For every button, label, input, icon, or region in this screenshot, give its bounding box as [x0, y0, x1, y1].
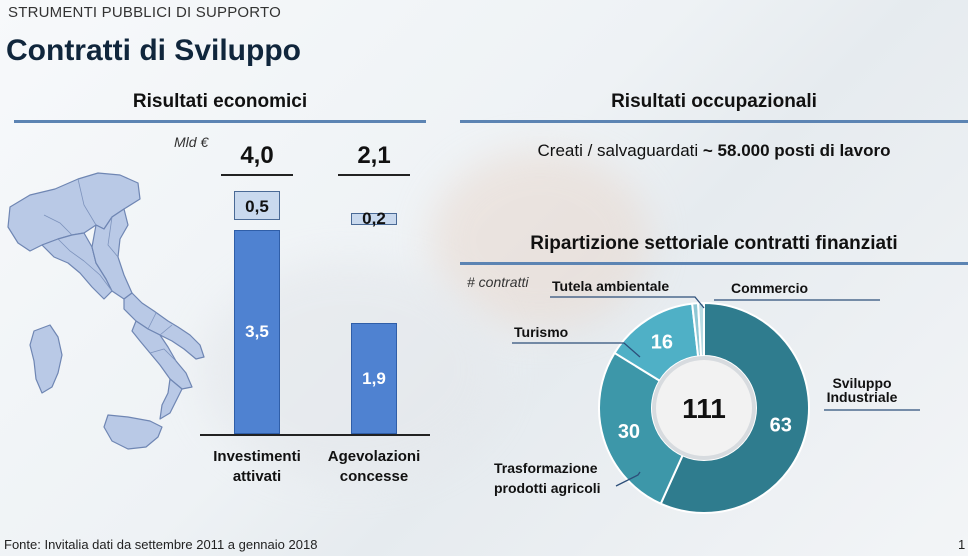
bar-category-label: Investimenti attivati [213, 448, 301, 485]
donut-category-label: Tutela ambientale [552, 278, 669, 294]
donut-leader-line [615, 471, 641, 487]
italy-map-icon [7, 172, 205, 450]
employment-rule [460, 120, 968, 123]
bar-chart-baseline [200, 434, 430, 436]
section-kicker: STRUMENTI PUBBLICI DI SUPPORTO [8, 4, 281, 21]
bar-total-rule [221, 174, 293, 176]
donut-category-label: Turismo [514, 324, 568, 340]
economic-unit-label: Mld € [174, 134, 209, 150]
donut-center [652, 356, 756, 460]
sector-heading: Ripartizione settoriale contratti finanz… [530, 233, 898, 254]
bar-category-label: Agevolazioni concesse [327, 448, 421, 485]
bar-total-rule [338, 174, 410, 176]
donut-leader-line [512, 342, 641, 358]
bar-value-label: 1,9 [362, 368, 386, 388]
employment-value: ~ 58.000 posti di lavoro [702, 141, 891, 160]
bar-total-1: 4,0 [240, 142, 274, 169]
employment-text: Creati / salvaguardati [537, 141, 703, 160]
employment-heading: Risultati occupazionali [611, 91, 817, 112]
donut-center-label: 111 [682, 393, 726, 424]
donut-category-label: prodotti agricoli [494, 480, 601, 496]
donut-category-label: Sviluppo [832, 375, 891, 391]
bar-secondary-1: 0,5 [234, 191, 280, 220]
employment-summary: Creati / salvaguardati ~ 58.000 posti di… [460, 141, 968, 161]
bar-main-1 [234, 230, 280, 434]
page-number: 1 [958, 537, 966, 552]
donut-category-label: Commercio [731, 280, 808, 296]
economic-results-heading: Risultati economici [132, 91, 308, 112]
donut-leader-line [550, 296, 705, 309]
donut-value-label: 63 [770, 415, 792, 437]
bar-value-label: 3,5 [245, 322, 269, 341]
donut-category-label: Trasformazione [494, 460, 598, 476]
donut-slice-2 [598, 351, 684, 506]
sector-rule [460, 262, 968, 265]
bar-main-2 [351, 323, 397, 434]
bar-total-2: 2,1 [357, 142, 391, 169]
source-note: Fonte: Invitalia dati da settembre 2011 … [4, 537, 318, 552]
donut-category-label: Industriale [827, 389, 898, 405]
donut-value-label: 16 [651, 332, 673, 354]
donut-value-label: 30 [618, 421, 640, 443]
page-title: Contratti di Sviluppo [6, 34, 301, 67]
bar-secondary-2: 0,2 [351, 210, 397, 227]
sector-unit-label: # contratti [467, 274, 529, 290]
economic-results-rule [14, 120, 426, 123]
